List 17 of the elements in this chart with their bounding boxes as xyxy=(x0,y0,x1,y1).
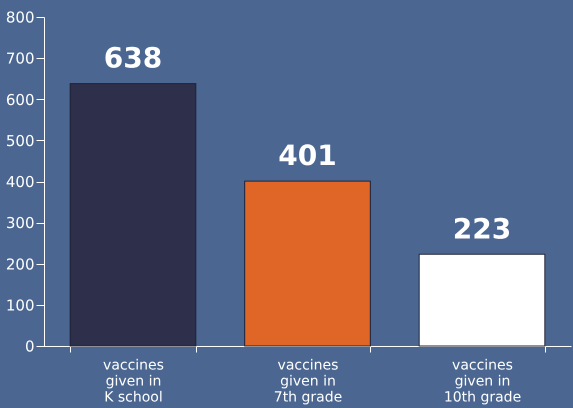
bar xyxy=(70,83,196,346)
x-tick-label: vaccines given in K school xyxy=(103,358,164,406)
y-tick-label: 500 xyxy=(6,132,34,150)
bar xyxy=(244,180,371,346)
x-tick-label: vaccines given in 7th grade xyxy=(274,358,342,406)
data-label: 401 xyxy=(278,139,337,172)
y-tick-label: 300 xyxy=(6,214,34,232)
y-tick-label: 0 xyxy=(24,338,34,356)
y-tick-label: 400 xyxy=(6,173,34,191)
x-tick-label: vaccines given in 10th grade xyxy=(444,358,522,406)
y-tick-label: 700 xyxy=(6,50,34,68)
y-tick-label: 100 xyxy=(6,296,34,314)
y-tick-label: 600 xyxy=(6,90,34,109)
data-label: 638 xyxy=(104,42,162,75)
data-label: 223 xyxy=(452,212,512,246)
y-tick-label: 200 xyxy=(6,255,34,274)
y-tick-label: 800 xyxy=(6,8,34,26)
